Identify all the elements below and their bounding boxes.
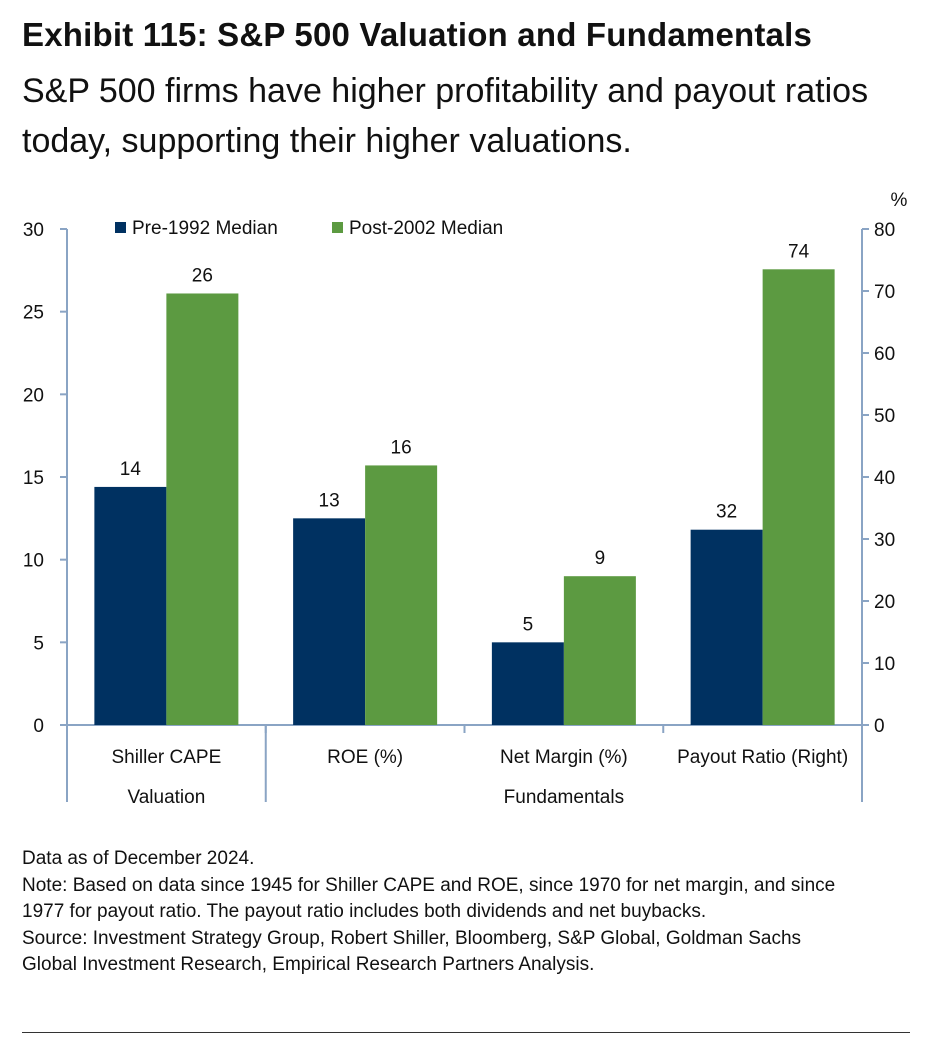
chart-subtitle: S&P 500 firms have higher profitability … [22, 72, 869, 160]
bar-pre-1992 [491, 642, 564, 725]
right-tick-label: 80 [874, 220, 895, 241]
legend-swatch-pre-1992 [115, 222, 126, 233]
chart-title: Exhibit 115: S&P 500 Valuation and Funda… [22, 16, 813, 53]
category-label: ROE (%) [327, 747, 403, 768]
right-tick-label: 40 [874, 468, 895, 489]
right-tick-label: 50 [874, 406, 895, 427]
left-tick-label: 15 [23, 468, 44, 489]
chart-notes: Data as of December 2024. Note: Based on… [22, 846, 922, 979]
right-tick-label: 60 [874, 344, 895, 365]
bar-post-2002 [762, 269, 835, 725]
left-tick-label: 20 [23, 385, 44, 406]
group-label: Fundamentals [504, 787, 624, 808]
data-date-note: Data as of December 2024. [22, 848, 255, 869]
right-tick-label: 20 [874, 592, 895, 613]
bar-pre-1992 [293, 518, 366, 725]
data-label: 74 [788, 241, 810, 262]
right-tick-label: 30 [874, 530, 895, 551]
group-label: Valuation [127, 787, 205, 808]
methodology-note-line-2: 1977 for payout ratio. The payout ratio … [22, 901, 707, 922]
footer-divider [22, 1032, 910, 1033]
bar-pre-1992 [94, 486, 167, 725]
legend-label: Pre-1992 Median [132, 218, 278, 239]
source-note-line-1: Source: Investment Strategy Group, Rober… [22, 927, 802, 949]
data-label: 32 [716, 502, 737, 523]
bar-post-2002 [563, 576, 636, 725]
data-label: 14 [120, 459, 142, 480]
bar-pre-1992 [690, 529, 763, 725]
right-tick-label: 70 [874, 282, 895, 303]
right-tick-label: 10 [874, 654, 895, 675]
left-tick-label: 0 [33, 716, 44, 737]
category-label: Shiller CAPE [111, 747, 221, 768]
data-label: 16 [391, 437, 412, 458]
bar-chart: 0 5 10 15 20 25 30 0 10 20 30 40 50 60 70 80% Valuation F… [23, 190, 908, 808]
data-label: 13 [319, 490, 340, 511]
category-label: Payout Ratio (Right) [677, 747, 848, 768]
left-tick-label: 25 [23, 303, 44, 324]
data-label: 5 [523, 614, 534, 635]
left-tick-label: 5 [33, 633, 44, 654]
legend-swatch-post-2002 [332, 222, 343, 233]
legend-label: Post-2002 Median [349, 218, 503, 239]
left-tick-label: 10 [23, 551, 44, 572]
left-tick-label: 30 [23, 220, 44, 241]
data-label: 9 [595, 548, 606, 569]
bar-post-2002 [365, 465, 438, 725]
source-note-line-2: Global Investment Research, Empirical Re… [22, 954, 595, 975]
right-axis-unit: % [891, 190, 908, 211]
bar-post-2002 [166, 293, 239, 725]
methodology-note-line-1: Note: Based on data since 1945 for Shill… [22, 874, 836, 896]
category-label: Net Margin (%) [500, 747, 628, 768]
data-label: 26 [192, 265, 213, 286]
right-tick-label: 0 [874, 716, 885, 737]
